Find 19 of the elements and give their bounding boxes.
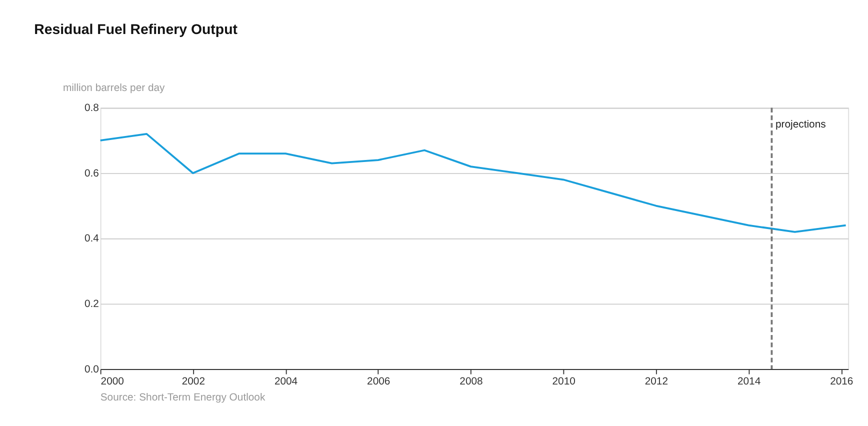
y-tick-label: 0.0 <box>84 364 100 376</box>
y-tick-label: 0.4 <box>84 234 100 245</box>
x-tick-label: 2006 <box>367 376 390 388</box>
x-tick-label: 2008 <box>460 376 484 388</box>
line-series <box>99 132 847 233</box>
y-tick-label: 0.8 <box>84 103 100 114</box>
x-tick-label: 2014 <box>737 376 761 388</box>
x-tick-label: 2002 <box>182 376 206 388</box>
x-tick-label: 2010 <box>552 376 576 388</box>
ref-line-label: projections <box>776 120 826 131</box>
chart-title: Residual Fuel Refinery Output <box>34 22 238 38</box>
x-tick-label: 2000 <box>100 376 124 388</box>
x-tick-label: 2012 <box>644 376 668 388</box>
y-tick-label: 0.6 <box>84 168 100 180</box>
x-tick-label: 2016 <box>830 376 854 388</box>
y-tick-label: 0.2 <box>84 299 100 310</box>
source-note: Source: Short-Term Energy Outlook <box>100 392 266 404</box>
y-axis-title: million barrels per day <box>62 83 166 94</box>
x-tick-label: 2004 <box>274 376 298 388</box>
